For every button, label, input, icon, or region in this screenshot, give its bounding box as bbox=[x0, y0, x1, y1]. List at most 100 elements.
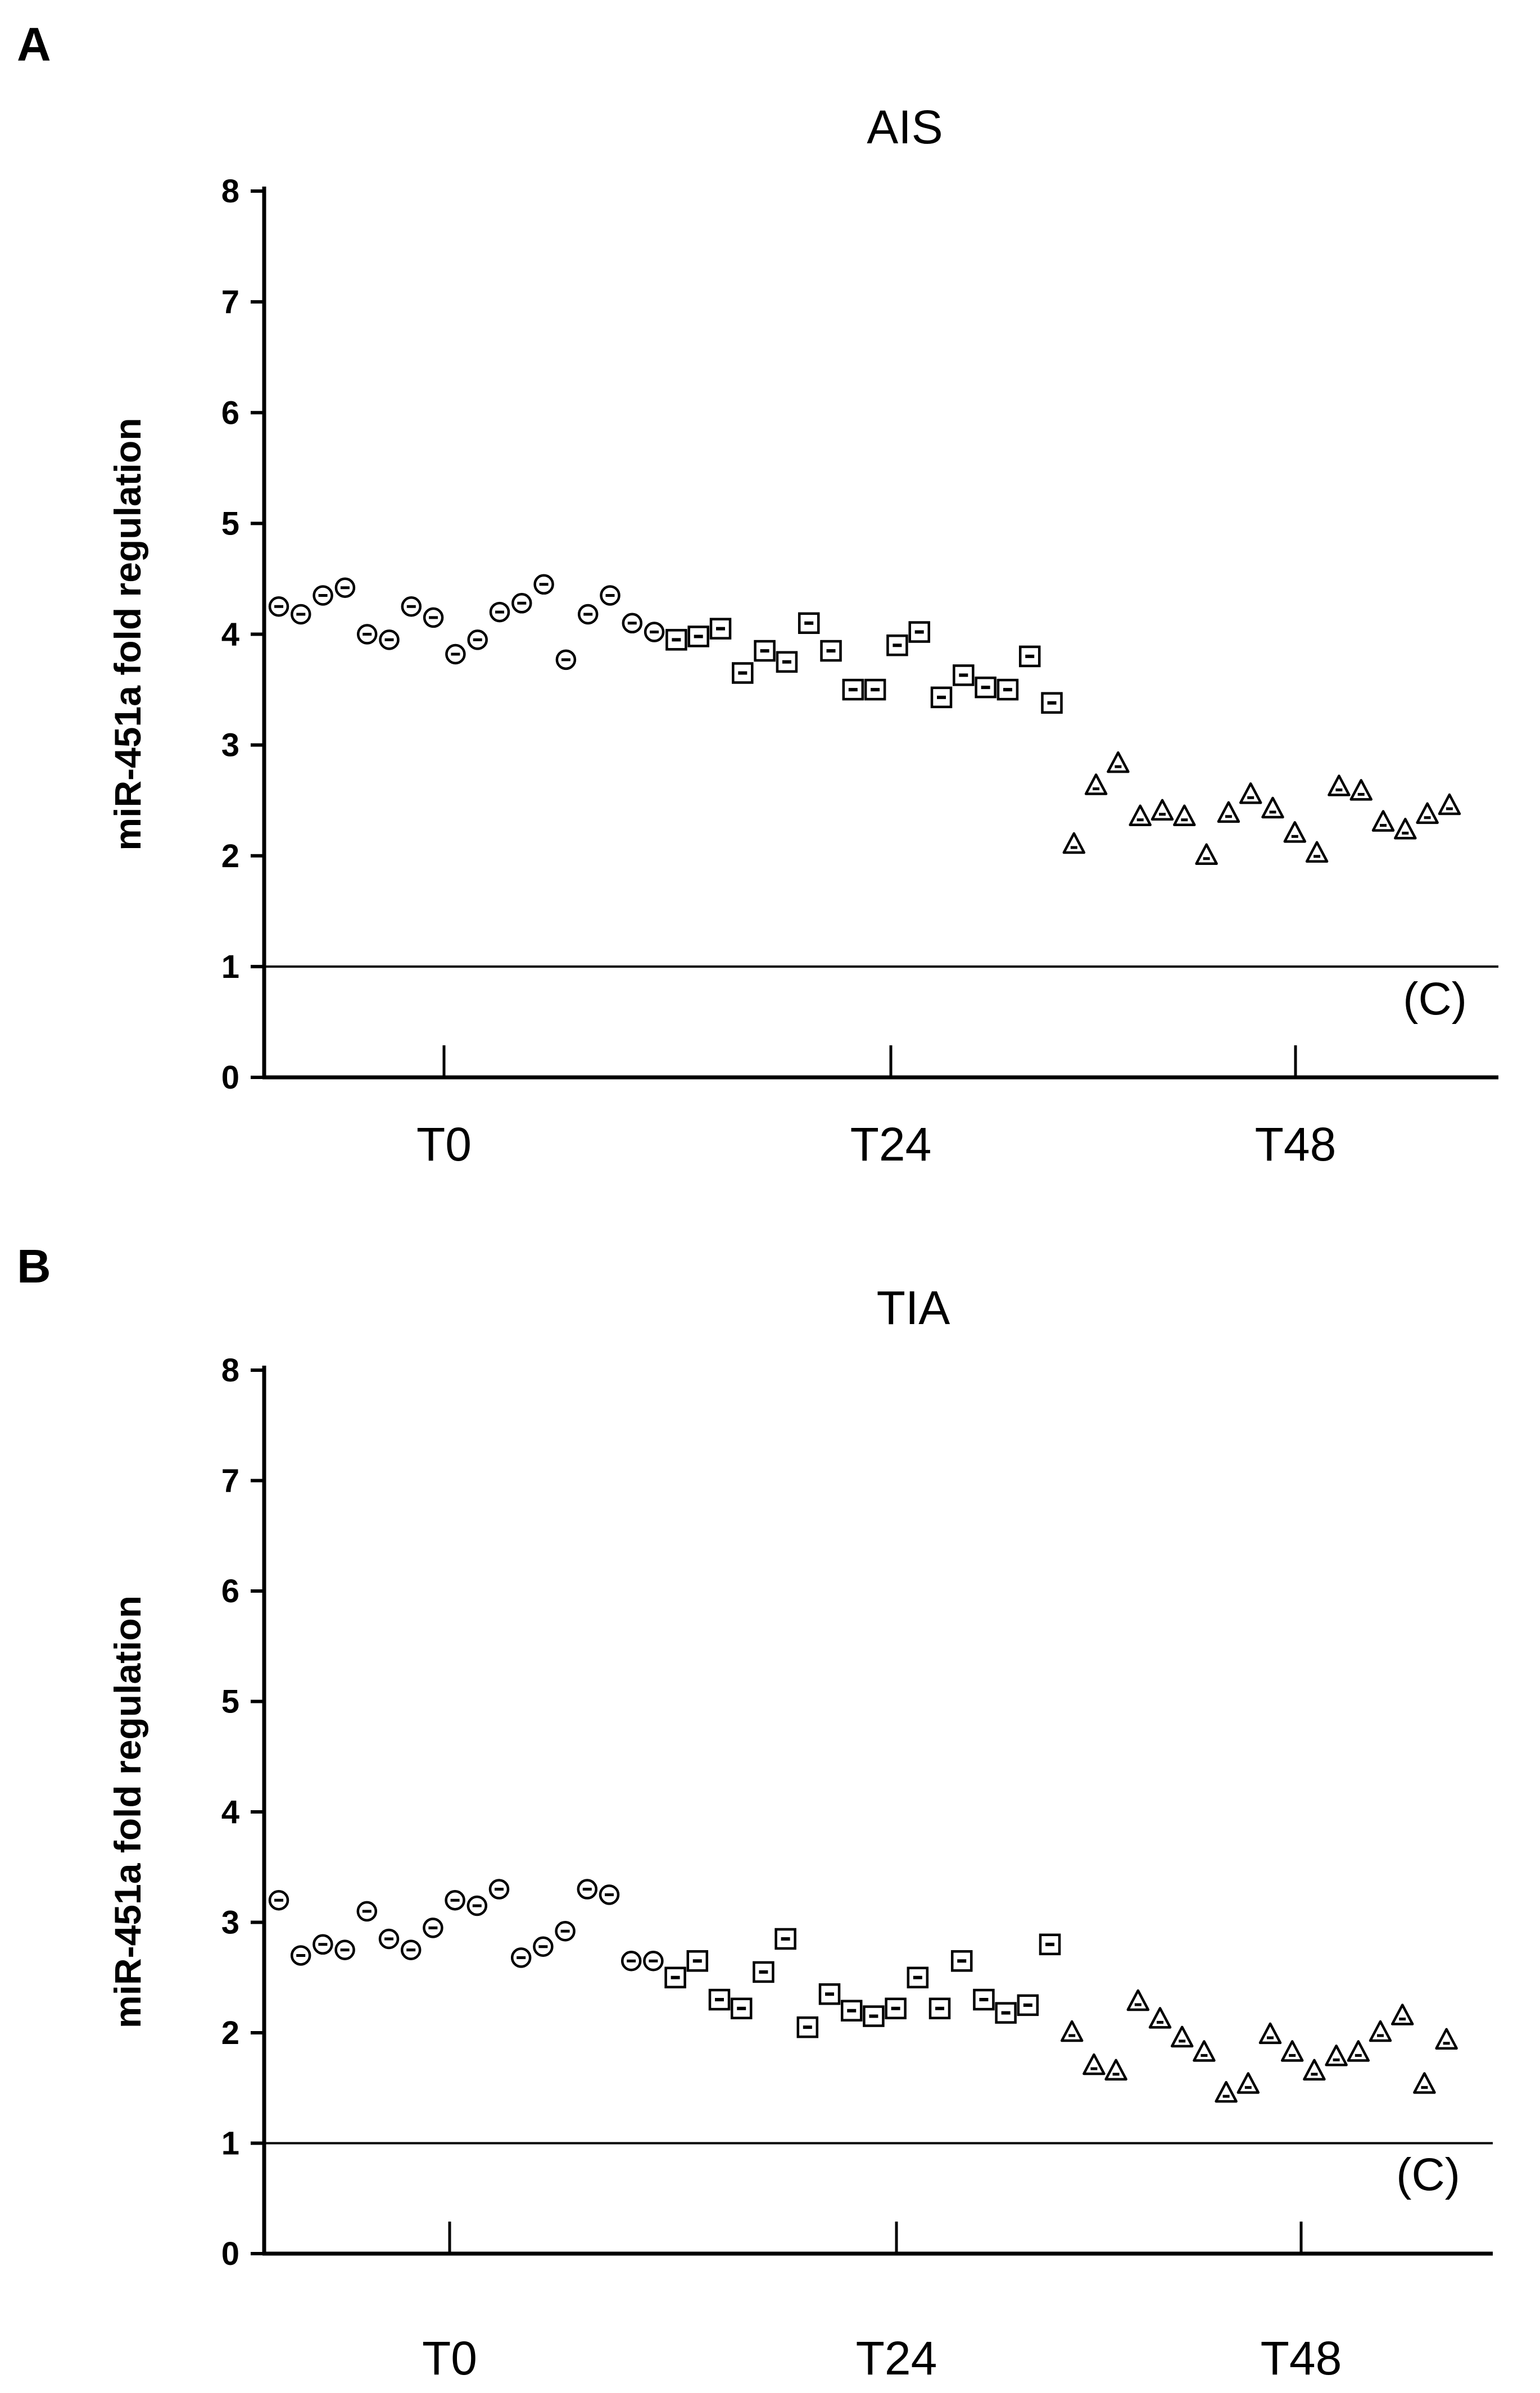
control-line-label: (C) bbox=[1403, 973, 1467, 1025]
data-point-triangle bbox=[1193, 2040, 1216, 2062]
data-point-square bbox=[930, 686, 953, 709]
data-point-square bbox=[709, 618, 732, 640]
marker-square bbox=[665, 629, 687, 651]
y-tick-label: 0 bbox=[221, 1059, 239, 1096]
data-point-circle bbox=[467, 629, 488, 650]
control-line-label: (C) bbox=[1396, 2149, 1460, 2200]
marker-triangle bbox=[1126, 1989, 1150, 2011]
marker-square bbox=[687, 626, 709, 647]
data-point-triangle bbox=[1060, 2020, 1084, 2042]
data-point-circle bbox=[423, 1918, 443, 1938]
y-tick-label: 4 bbox=[221, 1794, 239, 1830]
data-point-triangle bbox=[1371, 810, 1395, 832]
y-tick-label: 3 bbox=[221, 1905, 239, 1941]
marker-square bbox=[1039, 1933, 1061, 1956]
marker-square bbox=[774, 1928, 796, 1950]
panel-label: B bbox=[17, 1240, 51, 1293]
data-point-circle bbox=[268, 1889, 289, 1911]
marker-square bbox=[796, 2016, 819, 2038]
data-point-circle bbox=[577, 604, 599, 625]
data-point-triangle bbox=[1435, 2028, 1458, 2050]
data-point-circle bbox=[489, 601, 510, 623]
data-point-square bbox=[840, 2000, 863, 2022]
data-point-triangle bbox=[1148, 2007, 1172, 2029]
data-point-triangle bbox=[1217, 801, 1240, 823]
y-tick-label: 8 bbox=[221, 173, 239, 210]
y-axis-label: miR-451a fold regulation bbox=[107, 418, 148, 850]
marker-triangle bbox=[1104, 2059, 1127, 2081]
data-point-triangle bbox=[1195, 843, 1218, 865]
marker-triangle bbox=[1193, 2040, 1216, 2062]
data-point-square bbox=[708, 1988, 731, 2011]
data-point-circle bbox=[555, 649, 577, 670]
data-point-triangle bbox=[1062, 832, 1086, 854]
data-point-circle bbox=[356, 624, 378, 645]
data-point-circle bbox=[423, 607, 444, 628]
data-point-triangle bbox=[1416, 802, 1439, 824]
x-group-label: T0 bbox=[422, 2332, 477, 2385]
data-point-circle bbox=[334, 1939, 355, 1960]
data-point-square bbox=[928, 1997, 951, 2020]
marker-triangle bbox=[1280, 2040, 1304, 2062]
marker-triangle bbox=[1328, 774, 1351, 796]
data-point-circle bbox=[600, 585, 620, 606]
marker-square bbox=[798, 612, 820, 634]
data-point-circle bbox=[533, 574, 554, 595]
marker-triangle bbox=[1148, 2007, 1172, 2029]
data-point-square bbox=[997, 678, 1019, 701]
marker-square bbox=[754, 640, 776, 662]
data-point-circle bbox=[445, 1889, 465, 1911]
chart-panel-A: A AIS miR-451a fold regulation 0 1 2 3 4 5 6 7 8 (C)… bbox=[17, 18, 1498, 1171]
data-point-triangle bbox=[1104, 2059, 1127, 2081]
data-point-circle bbox=[268, 596, 289, 617]
data-point-triangle bbox=[1394, 818, 1417, 840]
data-point-square bbox=[665, 629, 687, 651]
y-tick-label: 7 bbox=[221, 284, 239, 320]
marker-triangle bbox=[1195, 843, 1218, 865]
data-point-square bbox=[754, 640, 776, 662]
marker-triangle bbox=[1347, 2040, 1370, 2062]
data-point-square bbox=[950, 1950, 973, 1972]
y-tick-label: 3 bbox=[221, 727, 239, 764]
marker-triangle bbox=[1217, 801, 1240, 823]
data-point-circle bbox=[378, 1928, 400, 1950]
data-point-triangle bbox=[1305, 841, 1329, 863]
x-group-label: T48 bbox=[1261, 2332, 1342, 2385]
data-point-circle bbox=[620, 1951, 642, 1971]
marker-triangle bbox=[1062, 832, 1086, 854]
x-group-label: T24 bbox=[850, 1118, 932, 1171]
data-point-circle bbox=[312, 1934, 333, 1955]
marker-triangle bbox=[1305, 841, 1329, 863]
data-point-triangle bbox=[1283, 821, 1307, 843]
marker-square bbox=[708, 1988, 731, 2011]
data-point-square bbox=[1039, 1933, 1061, 1956]
data-point-circle bbox=[510, 1947, 532, 1968]
data-point-triangle bbox=[1261, 796, 1284, 819]
data-point-square bbox=[776, 651, 798, 673]
marker-triangle bbox=[1215, 2081, 1238, 2103]
data-point-square bbox=[1018, 645, 1041, 668]
y-tick-label: 6 bbox=[221, 395, 239, 431]
marker-triangle bbox=[1060, 2020, 1084, 2042]
y-tick-label: 4 bbox=[221, 617, 239, 653]
data-point-triangle bbox=[1129, 804, 1152, 827]
marker-triangle bbox=[1173, 804, 1196, 827]
data-point-square bbox=[818, 1983, 841, 2005]
data-point-triangle bbox=[1328, 774, 1351, 796]
data-point-square bbox=[886, 634, 908, 656]
data-point-circle bbox=[401, 596, 422, 617]
data-point-square bbox=[975, 676, 997, 699]
marker-triangle bbox=[1261, 796, 1284, 819]
marker-triangle bbox=[1394, 818, 1417, 840]
marker-triangle bbox=[1239, 782, 1262, 804]
data-point-circle bbox=[599, 1884, 620, 1905]
data-point-triangle bbox=[1082, 2053, 1106, 2075]
data-point-circle bbox=[312, 585, 333, 606]
data-point-triangle bbox=[1151, 799, 1174, 821]
y-axis-label: miR-451a fold regulation bbox=[107, 1596, 148, 2028]
data-point-triangle bbox=[1390, 2004, 1414, 2025]
data-point-circle bbox=[511, 593, 532, 614]
data-point-square bbox=[796, 2016, 819, 2038]
data-point-square bbox=[732, 662, 754, 684]
